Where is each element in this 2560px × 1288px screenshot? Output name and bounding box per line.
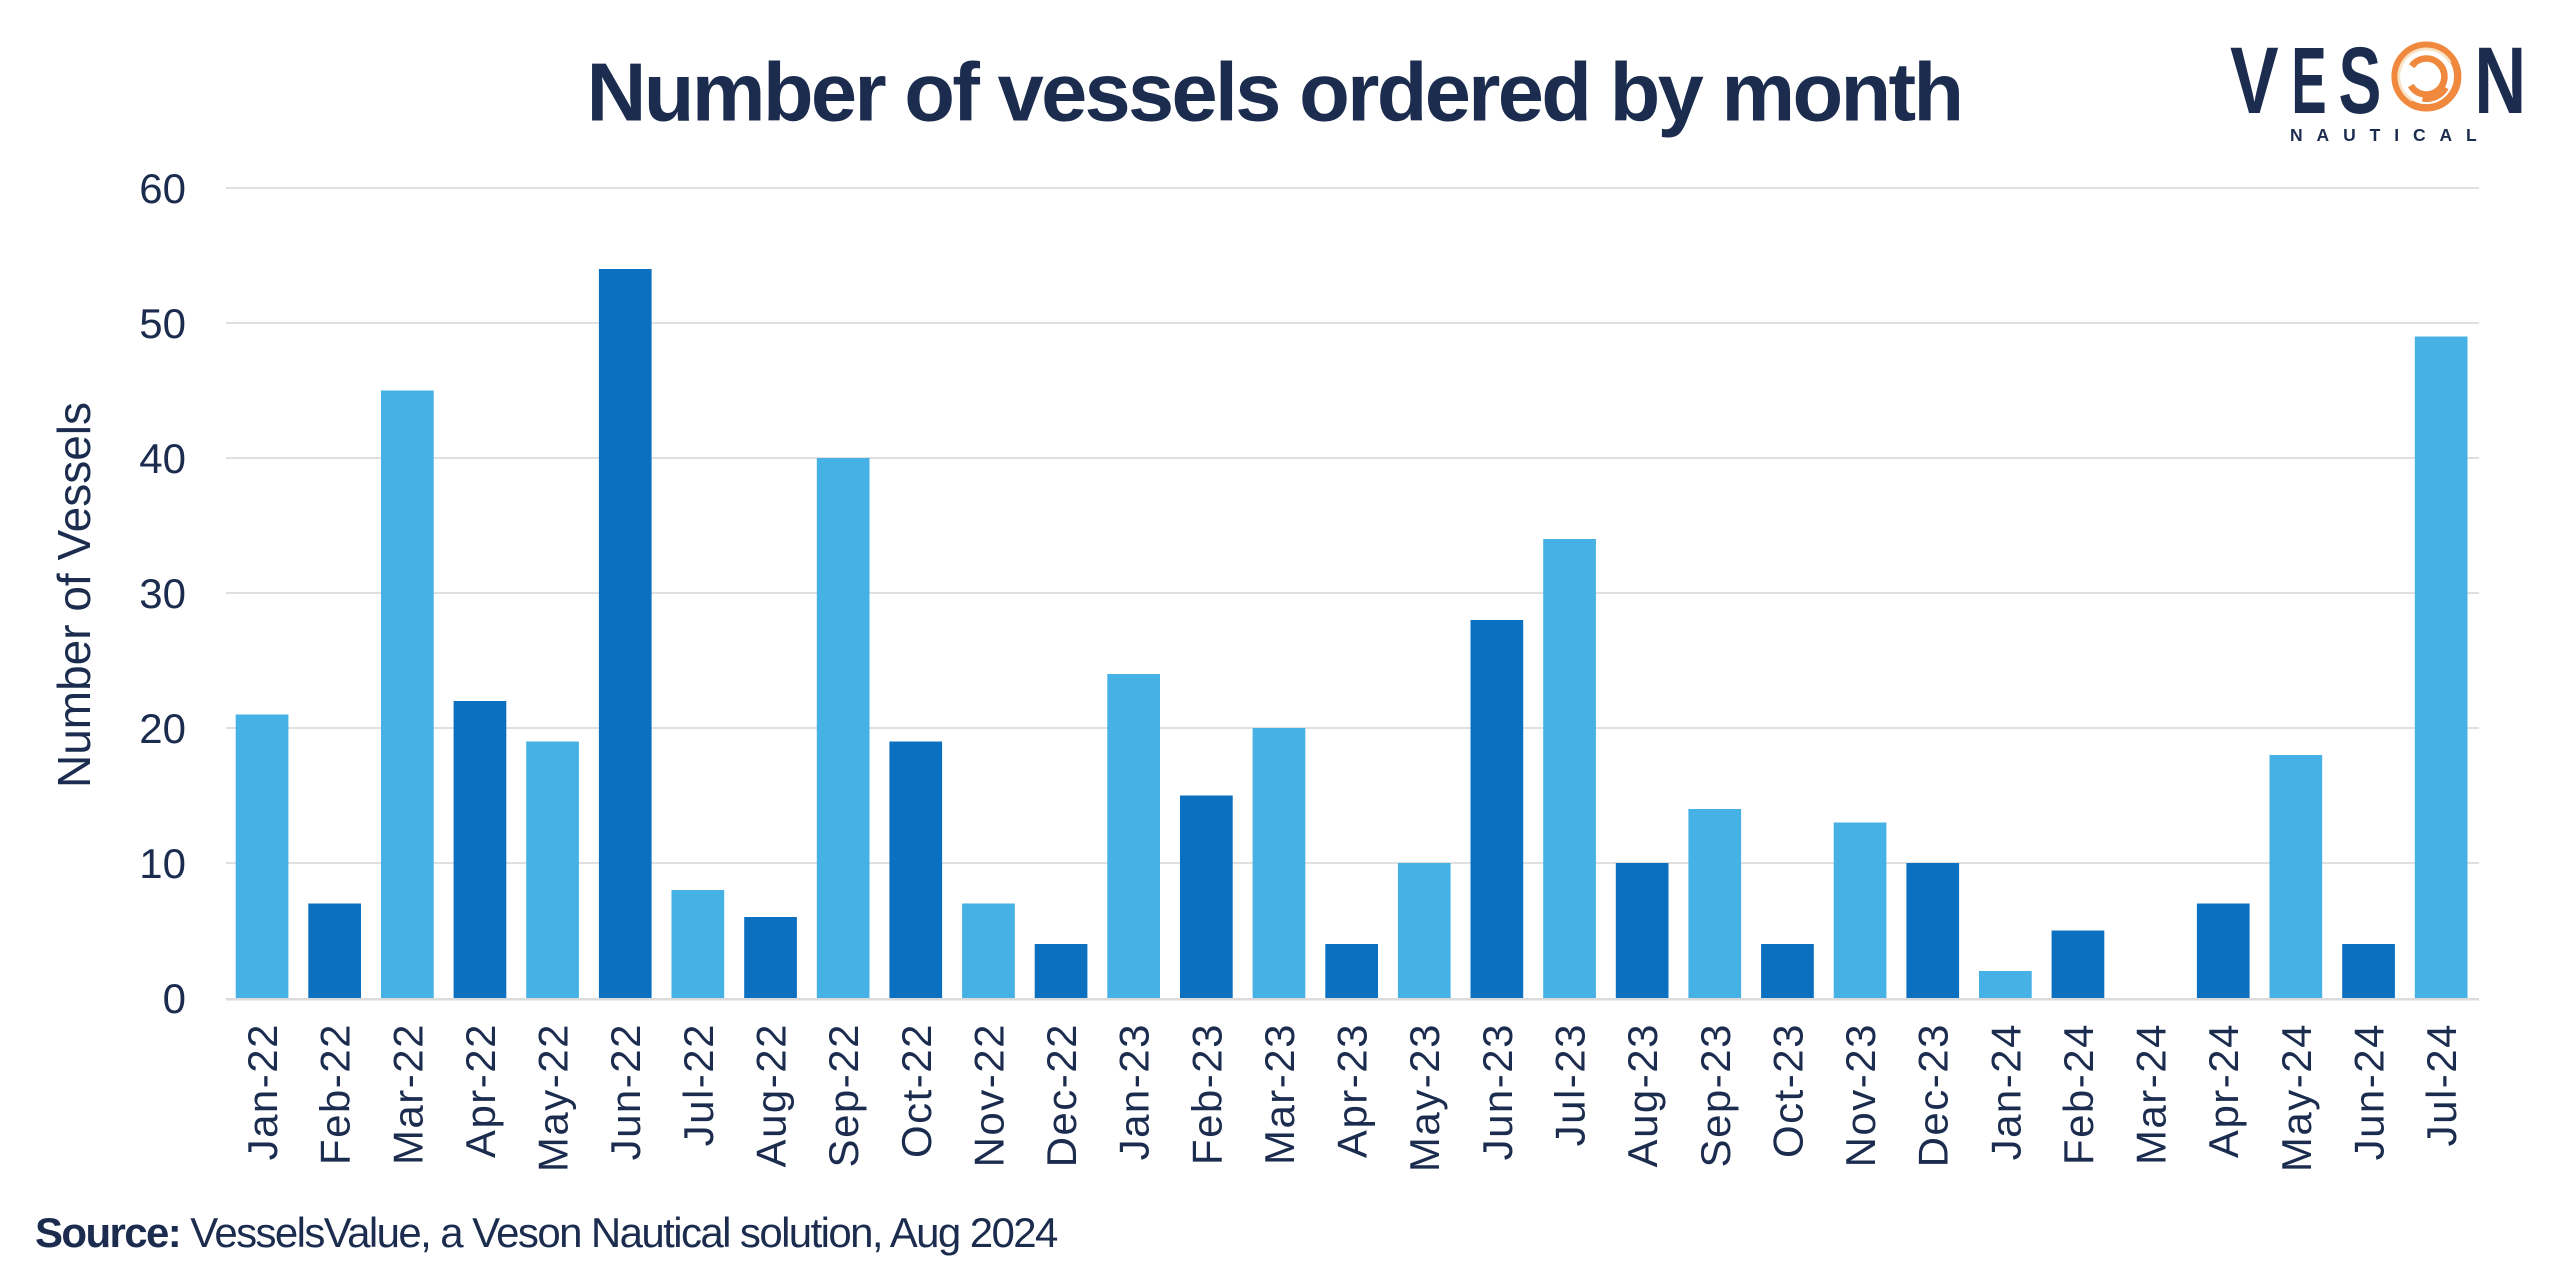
svg-text:Jul-24: Jul-24	[2418, 1023, 2465, 1146]
svg-text:May-24: May-24	[2273, 1023, 2320, 1172]
svg-text:Mar-24: Mar-24	[2128, 1023, 2175, 1165]
svg-text:40: 40	[139, 435, 186, 482]
svg-text:Sep-23: Sep-23	[1692, 1023, 1739, 1167]
svg-text:10: 10	[139, 840, 186, 887]
svg-text:Apr-22: Apr-22	[457, 1023, 504, 1158]
svg-text:Dec-23: Dec-23	[1910, 1023, 1957, 1167]
svg-text:NAUTICAL: NAUTICAL	[2290, 125, 2491, 145]
svg-text:May-23: May-23	[1401, 1023, 1448, 1172]
svg-text:Jul-22: Jul-22	[675, 1023, 722, 1146]
svg-text:Jan-23: Jan-23	[1111, 1023, 1158, 1160]
svg-text:Aug-23: Aug-23	[1619, 1023, 1666, 1167]
svg-text:Number of vessels ordered by m: Number of vessels ordered by month	[587, 46, 1962, 139]
svg-text:Feb-24: Feb-24	[2055, 1023, 2102, 1165]
svg-text:Dec-22: Dec-22	[1038, 1023, 1085, 1167]
svg-text:Jan-22: Jan-22	[239, 1023, 286, 1160]
svg-text:Mar-23: Mar-23	[1256, 1023, 1303, 1165]
svg-text:20: 20	[139, 705, 186, 752]
svg-text:Mar-22: Mar-22	[384, 1023, 431, 1165]
svg-text:S: S	[2339, 28, 2382, 134]
svg-text:Jun-23: Jun-23	[1474, 1023, 1521, 1160]
svg-text:Oct-23: Oct-23	[1764, 1023, 1811, 1158]
svg-text:Oct-22: Oct-22	[893, 1023, 940, 1158]
svg-text:Source: VesselsValue, a Veson: Source: VesselsValue, a Veson Nautical s…	[35, 1209, 1058, 1256]
svg-text:May-22: May-22	[530, 1023, 577, 1172]
svg-text:E: E	[2291, 28, 2326, 134]
svg-text:Apr-23: Apr-23	[1329, 1023, 1376, 1158]
svg-text:Jun-24: Jun-24	[2346, 1023, 2393, 1160]
svg-text:V: V	[2230, 28, 2279, 134]
svg-text:Aug-22: Aug-22	[748, 1023, 795, 1167]
svg-text:Feb-23: Feb-23	[1183, 1023, 1230, 1165]
svg-text:Jun-22: Jun-22	[602, 1023, 649, 1160]
svg-text:60: 60	[139, 165, 186, 212]
svg-text:Feb-22: Feb-22	[312, 1023, 359, 1165]
svg-text:Sep-22: Sep-22	[820, 1023, 867, 1167]
svg-text:Jul-23: Jul-23	[1547, 1023, 1594, 1146]
svg-text:Number of Vessels: Number of Vessels	[48, 402, 100, 788]
svg-text:30: 30	[139, 570, 186, 617]
svg-text:N: N	[2474, 28, 2526, 134]
svg-text:Jan-24: Jan-24	[1982, 1023, 2029, 1160]
svg-text:Apr-24: Apr-24	[2200, 1023, 2247, 1158]
svg-text:Nov-23: Nov-23	[1837, 1023, 1884, 1167]
svg-text:50: 50	[139, 300, 186, 347]
svg-text:Nov-22: Nov-22	[965, 1023, 1012, 1167]
svg-text:0: 0	[163, 975, 186, 1022]
